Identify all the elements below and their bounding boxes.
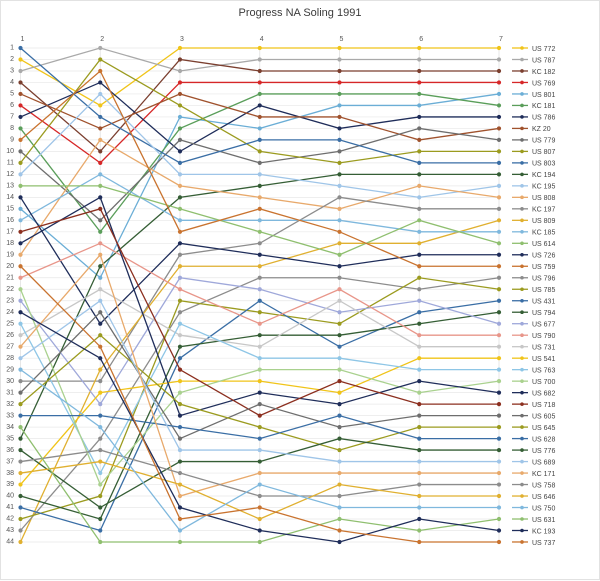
svg-text:US 776: US 776 <box>532 448 555 455</box>
svg-text:US 631: US 631 <box>532 517 555 524</box>
svg-text:US 614: US 614 <box>532 241 555 248</box>
svg-text:6: 6 <box>419 36 423 43</box>
svg-text:US 769: US 769 <box>532 80 555 87</box>
svg-text:US 796: US 796 <box>532 276 555 283</box>
svg-text:34: 34 <box>6 424 14 431</box>
svg-text:8: 8 <box>10 125 14 132</box>
svg-text:3: 3 <box>180 36 184 43</box>
svg-text:US 541: US 541 <box>532 356 555 363</box>
svg-text:12: 12 <box>6 171 14 178</box>
svg-text:US 759: US 759 <box>532 264 555 271</box>
svg-text:US 779: US 779 <box>532 138 555 145</box>
svg-text:US 718: US 718 <box>532 402 555 409</box>
svg-text:US 758: US 758 <box>532 482 555 489</box>
svg-text:33: 33 <box>6 412 14 419</box>
svg-text:5: 5 <box>10 91 14 98</box>
svg-text:US 794: US 794 <box>532 310 555 317</box>
svg-text:7: 7 <box>499 36 503 43</box>
svg-text:11: 11 <box>7 160 14 167</box>
svg-text:2: 2 <box>100 36 104 43</box>
svg-text:US 785: US 785 <box>532 287 555 294</box>
svg-text:US 645: US 645 <box>532 425 555 432</box>
svg-text:2: 2 <box>10 56 14 63</box>
svg-text:KC 185: KC 185 <box>532 230 555 237</box>
svg-text:US 731: US 731 <box>532 344 555 351</box>
svg-text:US 772: US 772 <box>532 46 555 53</box>
svg-text:28: 28 <box>6 355 14 362</box>
svg-text:KC 171: KC 171 <box>532 471 555 478</box>
svg-text:19: 19 <box>6 251 14 258</box>
svg-text:31: 31 <box>6 389 14 396</box>
svg-text:US 787: US 787 <box>532 57 555 64</box>
svg-text:3: 3 <box>10 68 14 75</box>
svg-text:30: 30 <box>6 378 14 385</box>
svg-text:US 801: US 801 <box>532 92 555 99</box>
svg-text:1: 1 <box>10 45 14 52</box>
svg-text:US 726: US 726 <box>532 253 555 260</box>
svg-text:23: 23 <box>6 297 14 304</box>
svg-text:US 808: US 808 <box>532 195 555 202</box>
svg-text:US 605: US 605 <box>532 413 555 420</box>
svg-text:KC 197: KC 197 <box>532 207 555 214</box>
svg-text:35: 35 <box>6 435 14 442</box>
svg-text:16: 16 <box>6 217 14 224</box>
svg-text:US 803: US 803 <box>532 161 555 168</box>
svg-text:27: 27 <box>6 343 14 350</box>
svg-text:US 790: US 790 <box>532 333 555 340</box>
svg-text:41: 41 <box>6 504 14 511</box>
svg-text:43: 43 <box>6 527 14 534</box>
svg-text:21: 21 <box>6 274 14 281</box>
svg-text:10: 10 <box>6 148 14 155</box>
svg-text:40: 40 <box>6 493 14 500</box>
svg-text:KC 195: KC 195 <box>532 184 555 191</box>
svg-text:5: 5 <box>340 36 344 43</box>
svg-text:US 807: US 807 <box>532 149 555 156</box>
svg-text:US 763: US 763 <box>532 367 555 374</box>
svg-text:US 809: US 809 <box>532 218 555 225</box>
svg-text:KC 193: KC 193 <box>532 528 555 535</box>
svg-text:44: 44 <box>6 539 14 546</box>
svg-text:US 737: US 737 <box>532 540 555 547</box>
svg-text:25: 25 <box>6 320 14 327</box>
svg-text:US 750: US 750 <box>532 505 555 512</box>
svg-text:US 689: US 689 <box>532 459 555 466</box>
svg-text:US 700: US 700 <box>532 379 555 386</box>
svg-text:7: 7 <box>10 114 14 121</box>
svg-text:US 677: US 677 <box>532 322 555 329</box>
svg-text:4: 4 <box>10 79 14 86</box>
svg-text:24: 24 <box>6 309 14 316</box>
svg-text:KZ 20: KZ 20 <box>532 126 551 133</box>
svg-text:18: 18 <box>6 240 14 247</box>
svg-text:42: 42 <box>6 516 14 523</box>
svg-text:13: 13 <box>6 183 14 190</box>
svg-text:US 646: US 646 <box>532 494 555 501</box>
svg-text:32: 32 <box>6 401 14 408</box>
svg-text:36: 36 <box>6 447 14 454</box>
svg-text:4: 4 <box>260 36 264 43</box>
svg-text:22: 22 <box>6 286 14 293</box>
svg-text:KC 182: KC 182 <box>532 69 555 76</box>
svg-text:US 786: US 786 <box>532 115 555 122</box>
svg-text:37: 37 <box>6 458 14 465</box>
svg-text:29: 29 <box>6 366 14 373</box>
svg-text:14: 14 <box>6 194 14 201</box>
svg-text:6: 6 <box>10 102 14 109</box>
svg-text:20: 20 <box>6 263 14 270</box>
svg-text:US 682: US 682 <box>532 390 555 397</box>
svg-text:1: 1 <box>21 36 25 43</box>
svg-text:KC 194: KC 194 <box>532 172 555 179</box>
svg-text:US 431: US 431 <box>532 299 555 306</box>
svg-text:39: 39 <box>6 481 14 488</box>
svg-text:9: 9 <box>10 137 14 144</box>
svg-text:26: 26 <box>6 332 14 339</box>
svg-text:US 628: US 628 <box>532 436 555 443</box>
svg-text:KC 181: KC 181 <box>532 103 555 110</box>
svg-text:17: 17 <box>6 229 14 236</box>
svg-text:15: 15 <box>6 206 14 213</box>
svg-text:38: 38 <box>6 470 14 477</box>
